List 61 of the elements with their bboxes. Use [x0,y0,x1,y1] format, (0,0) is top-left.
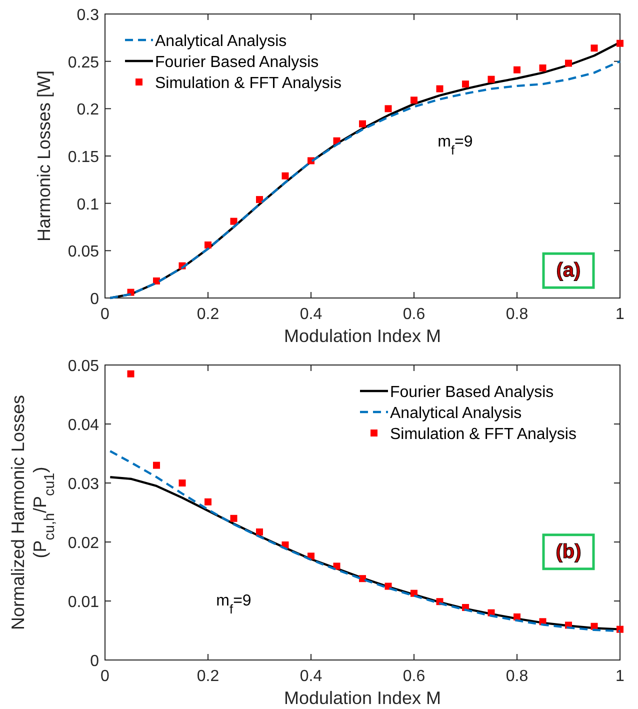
point [256,528,263,536]
y-tick-label: 0.04 [68,417,100,434]
point [230,514,238,522]
point [436,85,444,92]
legend-label: Simulation & FFT Analysis [155,75,342,92]
y-tick-label: 0.03 [68,476,100,493]
legend-label: Analytical Analysis [390,405,522,422]
x-tick-label: 0.2 [196,306,220,323]
y-tick-label: 0.2 [76,102,100,119]
x-tick-label: 0 [100,306,110,323]
point [127,370,134,378]
point [333,562,340,570]
x-tick-label: 1 [616,668,625,685]
point [590,44,598,52]
point [359,120,366,128]
point [565,60,572,67]
y-tick-label: 0.1 [76,196,100,214]
y-tick-label: 0 [90,291,100,308]
point [204,241,212,248]
y-tick-label: 0.05 [68,244,100,261]
point [178,480,186,486]
point [230,218,238,225]
x-axis-title: Modulation Index M [284,326,442,346]
point [514,66,520,74]
annotation: (b) [556,540,582,563]
point [204,498,212,506]
x-tick-label: 0 [100,668,110,685]
y-tick-label: 0.15 [68,149,100,166]
x-tick-label: 0.6 [402,668,426,685]
annotation: m$_{f}$=9 [216,592,252,616]
legend-label: Fourier Based Analysis [155,54,319,71]
point [539,64,546,72]
x-tick-label: 0.4 [300,668,322,685]
y-tick-label: 0.3 [76,7,100,24]
point [410,96,418,104]
x-tick-label: 0.6 [402,306,426,323]
x-tick-label: 0.2 [196,668,220,685]
x-tick-label: 0.8 [506,306,528,323]
y-axis-title: Harmonic Losses [W] [34,70,54,242]
x-tick-label: 1 [616,306,625,323]
x-tick-label: 0.8 [506,668,528,685]
point [153,462,160,469]
point [256,196,263,204]
y-tick-label: 0.01 [68,594,100,611]
y-tick-label: 0.02 [68,535,100,552]
y-tick-label: 0.05 [68,358,100,375]
x-tick-label: 0.4 [300,306,322,323]
x-axis-title: Modulation Index M [284,688,442,708]
legend-label: Fourier Based Analysis [390,384,554,401]
point [282,172,289,180]
point [488,76,495,83]
y-tick-label: 0.25 [68,54,100,72]
annotation: (a) [556,260,581,282]
point [616,626,624,633]
point [462,80,469,88]
point [616,40,624,47]
point [384,105,392,112]
y-tick-label: 0 [90,653,100,670]
legend-label: Simulation & FFT Analysis [390,426,576,443]
annotation: m$_{f}$=9 [438,134,473,158]
legend-label: Analytical Analysis [155,33,287,50]
